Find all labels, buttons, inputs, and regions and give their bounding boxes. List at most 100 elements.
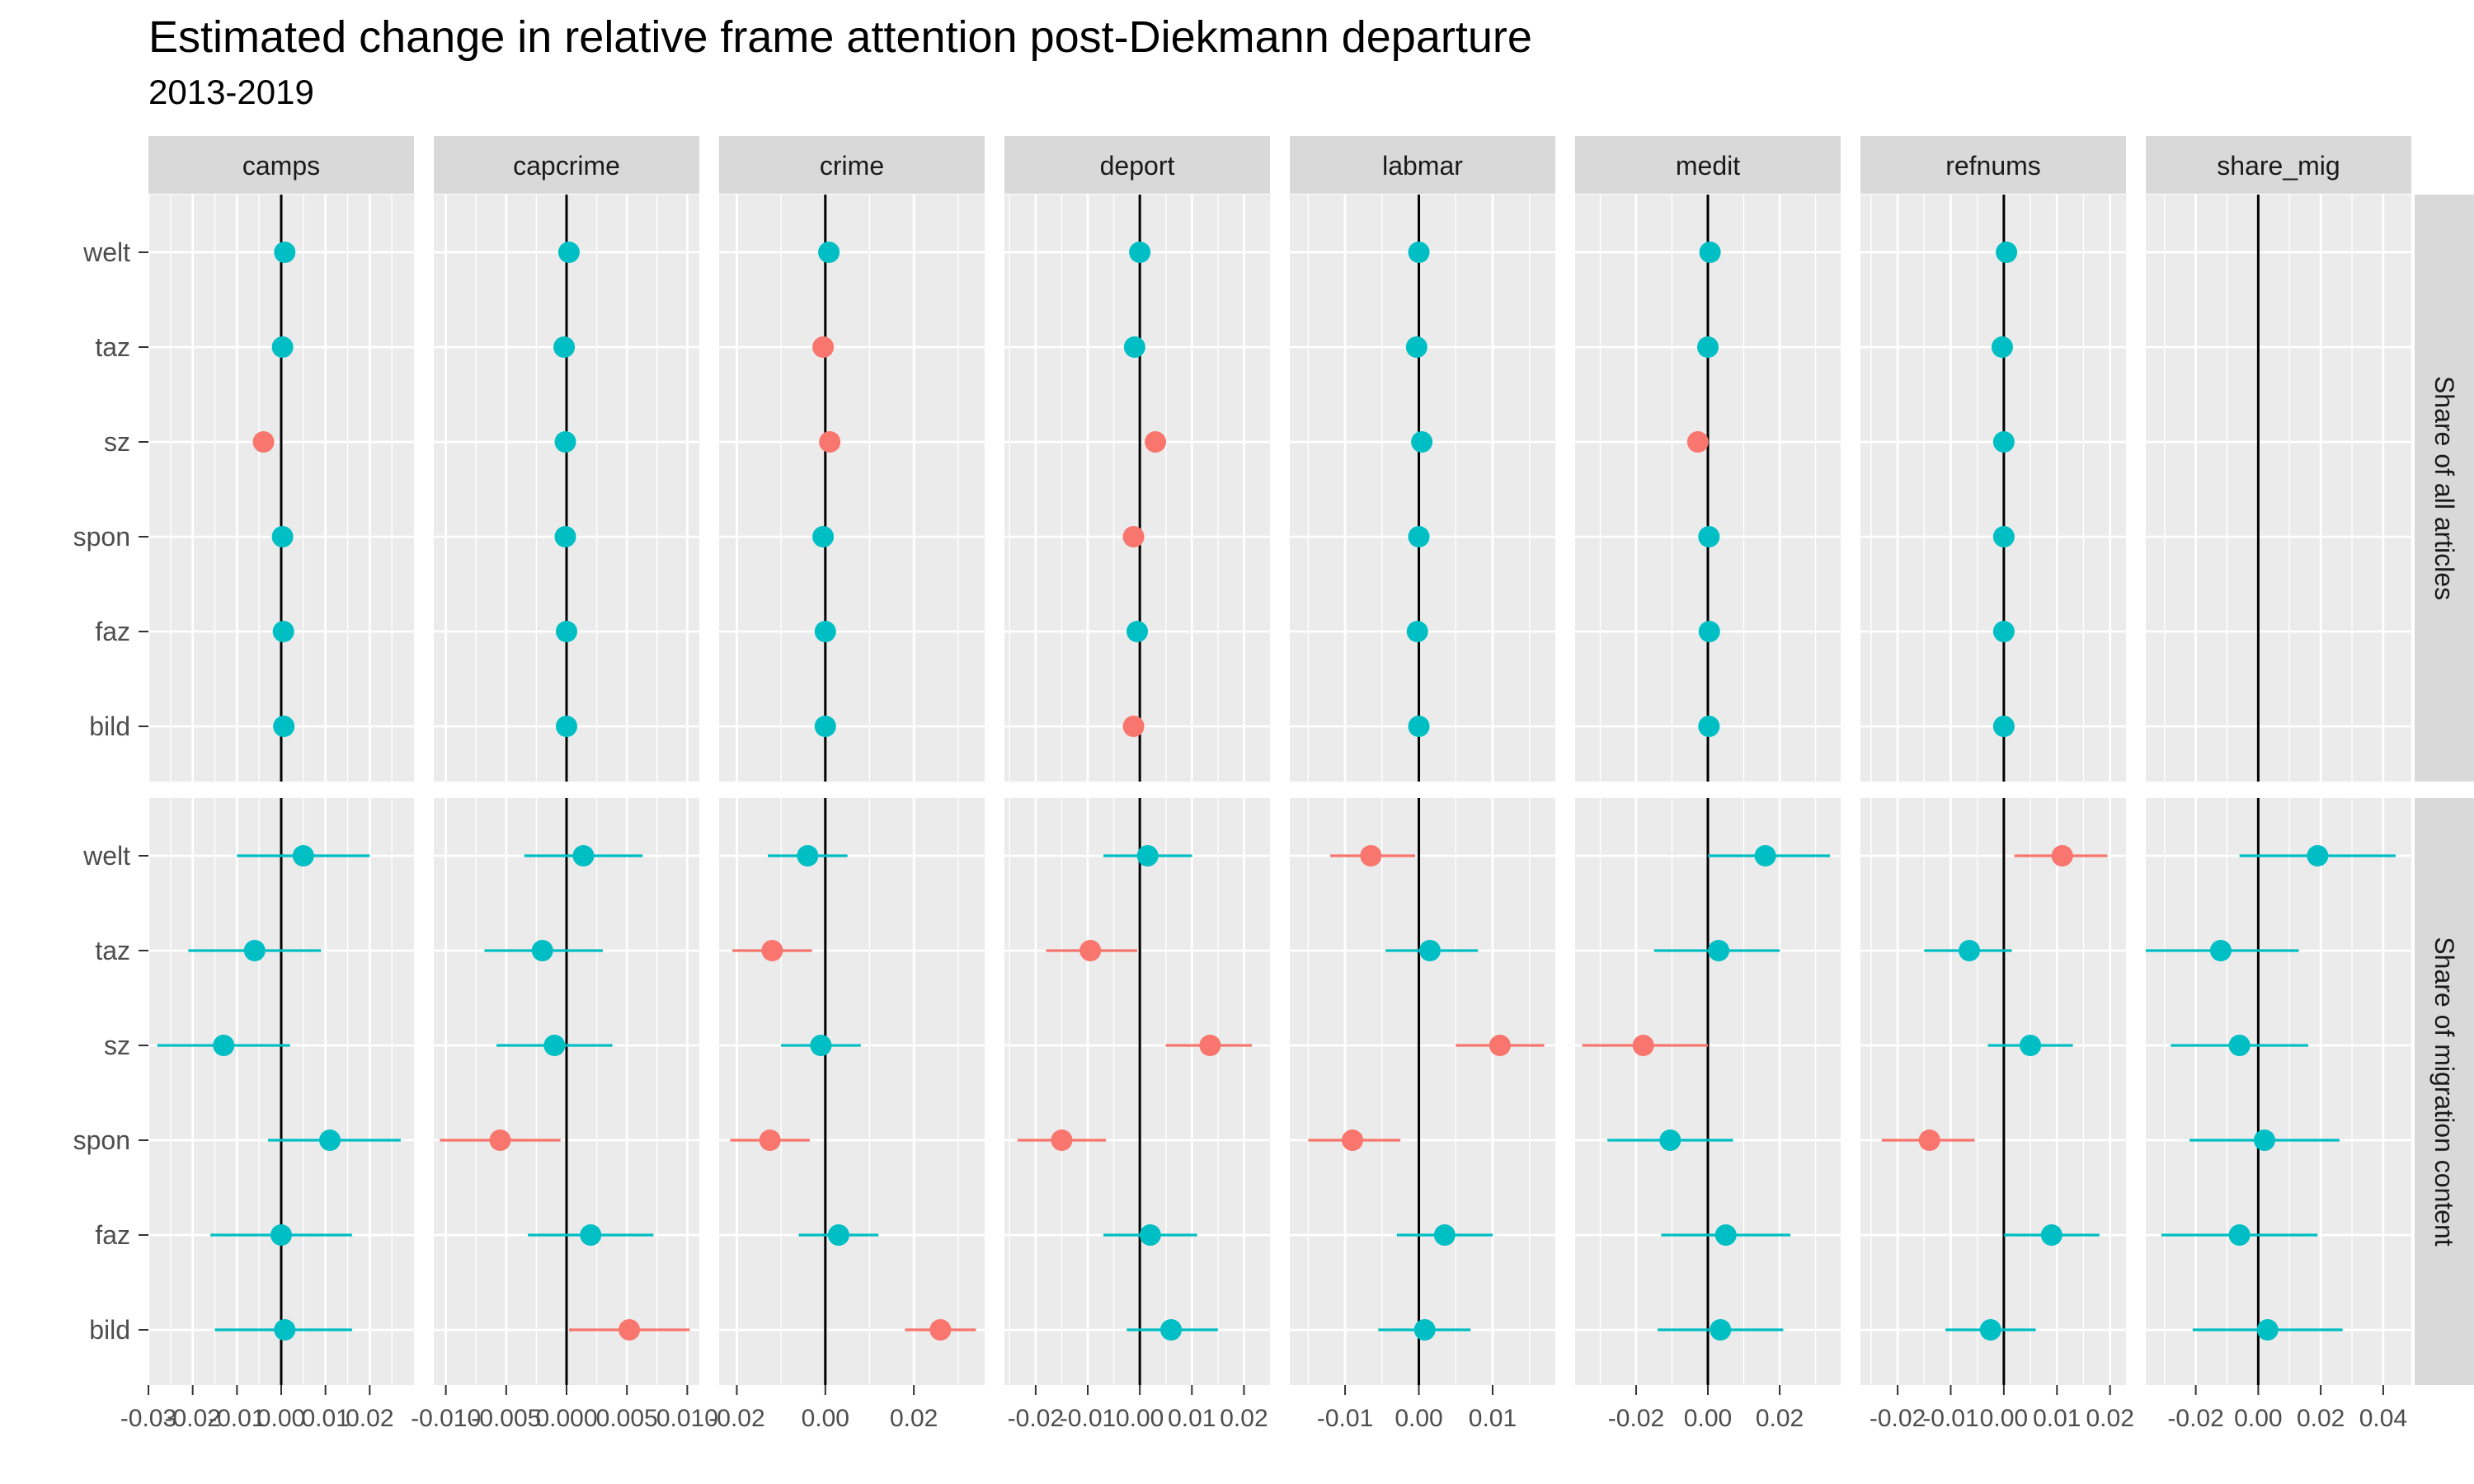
estimate-point-medit-spon [1659,1129,1681,1151]
chart-subtitle: 2013-2019 [148,73,314,111]
x-tick-label-medit: -0.02 [1608,1405,1664,1432]
x-tick-label-medit: 0.02 [1756,1405,1804,1432]
estimate-point-deport-sz [1199,1035,1221,1056]
panel-background [1004,195,1270,782]
estimate-point-labmar-welt [1360,845,1382,866]
y-tick-label-faz: faz [95,1220,130,1250]
x-tick-label-medit: 0.00 [1684,1405,1732,1432]
estimate-point-crime-welt [797,845,819,866]
estimate-point-refnums-spon [1918,1129,1940,1151]
estimate-point-deport-faz [1126,621,1148,642]
x-tick-label-labmar: 0.01 [1469,1405,1517,1432]
x-tick-label-crime: -0.02 [708,1405,764,1432]
estimate-point-medit-bild [1698,716,1720,737]
facet-strip-label-deport: deport [1100,151,1175,181]
x-tick-label-labmar: 0.00 [1395,1405,1442,1432]
estimate-point-camps-faz [272,621,294,642]
chart-title: Estimated change in relative frame atten… [148,12,1532,62]
x-tick-label-share_mig: 0.02 [2297,1405,2345,1432]
estimate-point-labmar-sz [1411,431,1433,453]
x-tick-label-camps: 0.00 [257,1405,305,1432]
estimate-point-crime-spon [812,526,835,547]
estimate-point-labmar-spon [1342,1129,1364,1151]
estimate-point-medit-faz [1698,621,1720,642]
estimate-point-camps-faz [270,1224,292,1246]
estimate-point-capcrime-sz [554,431,576,453]
estimate-point-crime-taz [812,336,835,358]
x-tick-label-camps: -0.01 [209,1405,265,1432]
estimate-point-deport-sz [1145,431,1167,453]
facet-strip-refnums [1860,136,2126,194]
facet-strip-label-capcrime: capcrime [513,151,620,181]
x-tick-label-refnums: -0.02 [1870,1405,1926,1432]
x-tick-label-share_mig: 0.04 [2359,1405,2407,1432]
estimate-point-share_mig-spon [2253,1129,2275,1151]
x-tick-label-refnums: 0.02 [2086,1405,2133,1432]
row-strip [2415,195,2474,782]
x-tick-label-deport: 0.02 [1220,1405,1268,1432]
estimate-point-crime-bild [814,716,836,737]
estimate-point-refnums-spon [1992,526,2015,547]
estimate-point-capcrime-welt [572,845,595,866]
x-tick-label-refnums: -0.01 [1922,1405,1978,1432]
y-tick-label-spon: spon [73,1125,130,1155]
x-tick-label-capcrime: 0.010 [656,1405,718,1432]
panel-background [719,195,985,782]
row-strip-label: Share of migration content [2429,937,2459,1246]
row-strip-label: Share of all articles [2429,376,2459,600]
estimate-point-medit-taz [1697,336,1719,358]
estimate-point-refnums-sz [2020,1035,2042,1056]
x-tick-label-capcrime: -0.010 [411,1405,481,1432]
estimate-point-capcrime-spon [489,1129,511,1151]
estimate-point-share_mig-bild [2256,1319,2279,1341]
panel-background [1290,195,1555,782]
x-tick-label-capcrime: 0.005 [596,1405,658,1432]
estimate-point-crime-sz [810,1035,832,1056]
estimate-point-labmar-taz [1405,336,1427,358]
x-tick-label-crime: 0.00 [802,1405,849,1432]
estimate-point-labmar-sz [1489,1035,1511,1056]
facet-strip-share_mig [2146,136,2411,194]
estimate-point-capcrime-bild [556,716,577,737]
estimate-point-camps-taz [243,940,266,961]
estimate-point-labmar-bild [1413,1319,1436,1341]
x-tick-label-labmar: -0.01 [1317,1405,1373,1432]
estimate-point-share_mig-sz [2228,1035,2251,1056]
estimate-point-labmar-welt [1408,242,1430,263]
estimate-point-share_mig-faz [2228,1224,2251,1246]
estimate-point-medit-sz [1686,431,1709,453]
x-tick-label-capcrime: -0.005 [471,1405,541,1432]
estimate-point-camps-bild [273,716,295,737]
estimate-point-deport-spon [1122,526,1145,547]
facet-strip-label-share_mig: share_mig [2217,151,2340,181]
panel-background [1004,798,1270,1385]
estimate-point-capcrime-welt [557,242,580,263]
estimate-point-deport-faz [1139,1224,1161,1246]
estimate-point-labmar-taz [1418,940,1441,961]
estimate-point-medit-spon [1698,526,1720,547]
x-tick-label-refnums: 0.00 [1980,1405,2028,1432]
x-tick-label-capcrime: 0.000 [535,1405,597,1432]
y-tick-label-bild: bild [89,1315,130,1345]
estimate-point-capcrime-taz [553,336,576,358]
estimate-point-crime-sz [819,431,841,453]
estimate-point-labmar-bild [1408,716,1430,737]
estimate-point-deport-taz [1079,940,1102,961]
facet-strip-label-camps: camps [242,151,320,181]
panel-background [719,798,985,1385]
x-tick-label-deport: 0.00 [1116,1405,1164,1432]
facet-strip-labmar [1290,136,1555,194]
estimate-point-refnums-welt [1996,242,2018,263]
estimate-point-deport-welt [1136,845,1159,866]
estimate-point-camps-sz [252,431,275,453]
estimate-point-medit-welt [1754,845,1776,866]
estimate-point-deport-spon [1051,1129,1073,1151]
panel-background [1290,798,1555,1385]
facet-strip-medit [1575,136,1841,194]
estimate-point-refnums-taz [1959,940,1981,961]
estimate-point-capcrime-bild [618,1319,641,1341]
y-tick-label-spon: spon [73,522,130,552]
x-tick-label-deport: -0.01 [1060,1405,1116,1432]
x-tick-label-camps: -0.03 [120,1405,176,1432]
